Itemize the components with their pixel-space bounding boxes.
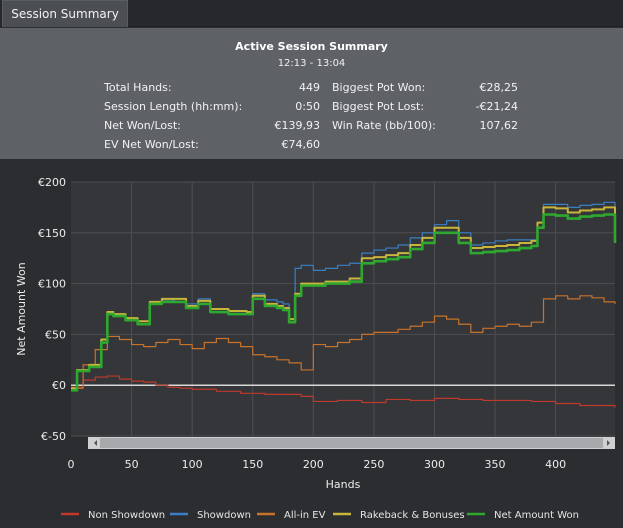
x-tick-label: 300 — [424, 458, 445, 471]
series-line-allin-ev — [71, 295, 616, 389]
legend-label-non-showdown: Non Showdown — [88, 510, 165, 521]
legend-label-showdown: Showdown — [197, 510, 251, 521]
y-tick-label: €0 — [52, 379, 66, 392]
summary-title: Active Session Summary — [235, 40, 388, 53]
win-rate-label: Win Rate (bb/100): — [332, 119, 436, 132]
net-won-lost-value: €139,93 — [274, 119, 321, 132]
y-axis-ticks: €-50 €0 €50 €100 €150 €200 — [38, 176, 66, 443]
x-tick-label: 250 — [363, 458, 384, 471]
horizontal-scrollbar[interactable] — [88, 437, 615, 449]
chart-series — [71, 201, 617, 408]
summary-time-range: 12:13 - 13:04 — [277, 58, 346, 69]
win-rate-value: 107,62 — [479, 119, 519, 132]
plot-background — [71, 182, 615, 436]
legend-label-allin-ev: All-in EV — [284, 510, 326, 521]
scroll-left-icon[interactable] — [94, 440, 97, 446]
x-tick-label: 200 — [303, 458, 324, 471]
x-tick-label: 100 — [182, 458, 203, 471]
chart-area: €-50 €0 €50 €100 €150 €200 0 50 100 150 200 250 300… — [0, 159, 623, 528]
scrollbar-thumb[interactable] — [100, 438, 603, 448]
legend-label-rakeback: Rakeback & Bonuses — [360, 510, 465, 521]
x-tick-label: 150 — [242, 458, 263, 471]
y-tick-label: €150 — [38, 227, 66, 240]
session-summary-panel: Active Session Summary 12:13 - 13:04 Tot… — [0, 28, 623, 159]
x-axis-title: Hands — [326, 478, 361, 491]
x-axis-ticks: 0 50 100 150 200 250 300 350 400 — [68, 458, 567, 471]
chart-grid — [71, 181, 615, 437]
tab-bar: Session Summary — [0, 0, 623, 27]
net-won-lost-label: Net Won/Lost: — [104, 119, 181, 132]
series-line-non-showdown — [71, 375, 616, 408]
chart-legend: Non Showdown Showdown All-in EV Rakeback & … — [61, 510, 579, 521]
total-hands-value: 449 — [299, 81, 320, 94]
y-axis-title: Net Amount Won — [15, 262, 28, 355]
ev-net-won-lost-label: EV Net Won/Lost: — [104, 138, 199, 151]
y-tick-label: €50 — [45, 328, 66, 341]
legend-label-net-won: Net Amount Won — [494, 510, 579, 521]
ev-net-won-lost-value: €74,60 — [281, 138, 321, 151]
x-tick-label: 50 — [125, 458, 139, 471]
y-tick-label: €200 — [38, 176, 66, 189]
session-length-value: 0:50 — [295, 100, 320, 113]
biggest-pot-lost-value: -€21,24 — [475, 100, 518, 113]
x-tick-label: 0 — [68, 458, 75, 471]
biggest-pot-won-label: Biggest Pot Won: — [332, 81, 426, 94]
y-tick-label: €100 — [38, 278, 66, 291]
x-tick-label: 350 — [485, 458, 506, 471]
tab-session-summary[interactable]: Session Summary — [2, 0, 128, 27]
session-length-label: Session Length (hh:mm): — [104, 100, 243, 113]
biggest-pot-won-value: €28,25 — [479, 81, 519, 94]
total-hands-label: Total Hands: — [104, 81, 172, 94]
scroll-right-icon[interactable] — [607, 440, 610, 446]
x-tick-label: 400 — [545, 458, 566, 471]
net-amount-won-chart: €-50 €0 €50 €100 €150 €200 0 50 100 150 200 250 300… — [15, 176, 617, 521]
biggest-pot-lost-label: Biggest Pot Lost: — [332, 100, 425, 113]
y-tick-label: €-50 — [41, 430, 66, 443]
series-line-net-won — [71, 213, 617, 392]
